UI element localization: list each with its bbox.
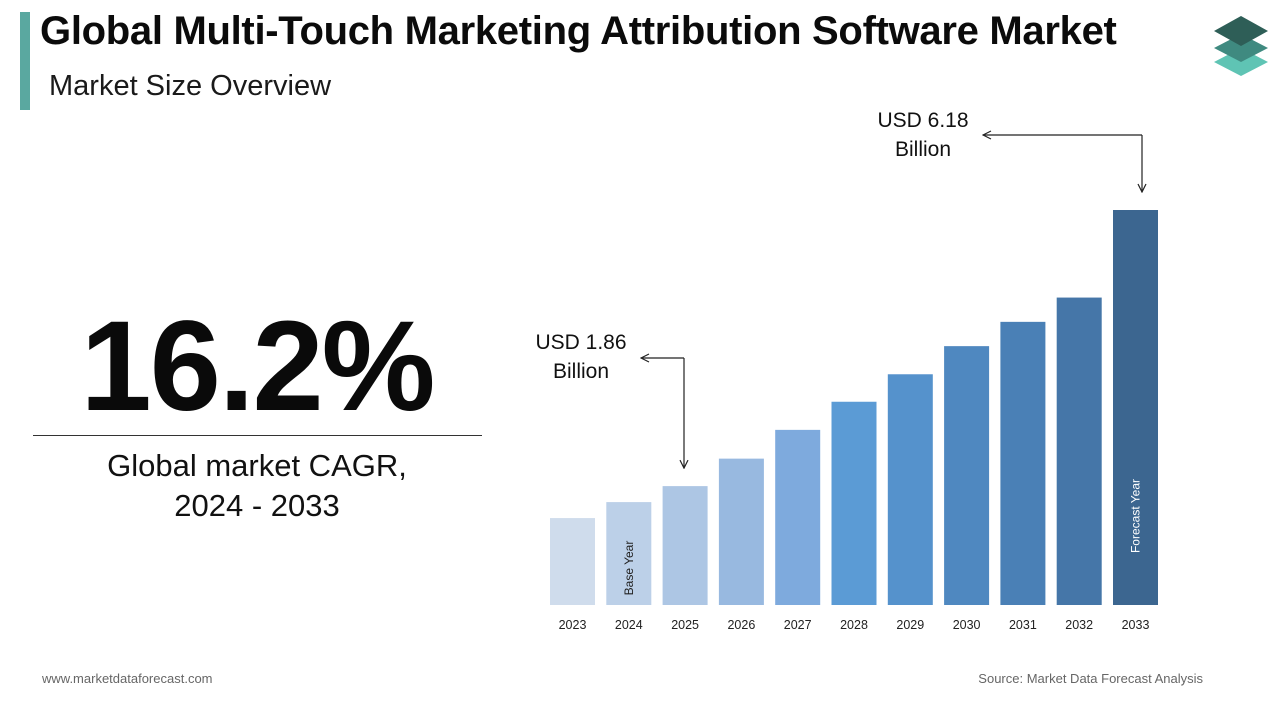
page-subtitle: Market Size Overview [49, 70, 332, 102]
bar-2030 [944, 346, 990, 605]
annotation-unit: Billion [553, 360, 609, 383]
x-tick-label: 2033 [1122, 618, 1150, 632]
cagr-value: 16.2% [80, 295, 436, 438]
x-tick-label: 2031 [1009, 618, 1037, 632]
x-tick-label: 2023 [559, 618, 587, 632]
logo-layer-top [1214, 16, 1268, 46]
x-tick-label: 2032 [1065, 618, 1093, 632]
cagr-label: Global market CAGR, 2024 - 2033 [32, 446, 482, 526]
bar-2027 [775, 429, 821, 605]
title-accent-bar [20, 12, 30, 110]
bar-2033 [1113, 210, 1158, 605]
cagr-label-line2: 2024 - 2033 [174, 488, 340, 523]
x-tick-label: 2027 [784, 618, 812, 632]
stacked-layers-logo-icon [1214, 16, 1268, 76]
cagr-label-line1: Global market CAGR, [107, 448, 407, 483]
page-title: Global Multi-Touch Marketing Attribution… [40, 9, 1117, 53]
footer-website[interactable]: www.marketdataforecast.com [42, 671, 213, 686]
x-tick-label: 2026 [727, 618, 755, 632]
bar-2028 [831, 401, 877, 605]
bar-2031 [1000, 321, 1046, 605]
x-tick-label: 2029 [896, 618, 924, 632]
bar-2026 [718, 458, 764, 605]
logo-layer-middle [1214, 34, 1268, 62]
x-tick-label: 2025 [671, 618, 699, 632]
annotation-value: USD 1.86 [535, 331, 626, 354]
bar-inner-label: Forecast Year [1129, 479, 1143, 553]
bar-2024 [606, 502, 652, 605]
x-tick-label: 2024 [615, 618, 643, 632]
bar-2023 [550, 518, 595, 605]
annotation-unit: Billion [895, 138, 951, 161]
x-tick-label: 2028 [840, 618, 868, 632]
x-tick-label: 2030 [953, 618, 981, 632]
footer-source: Source: Market Data Forecast Analysis [978, 671, 1203, 686]
bar-2029 [887, 374, 933, 605]
bar-2025 [662, 486, 708, 605]
cagr-divider [33, 435, 482, 436]
bar-2032 [1056, 297, 1102, 605]
bar-inner-label: Base Year [622, 541, 636, 596]
annotation-value: USD 6.18 [877, 109, 968, 132]
